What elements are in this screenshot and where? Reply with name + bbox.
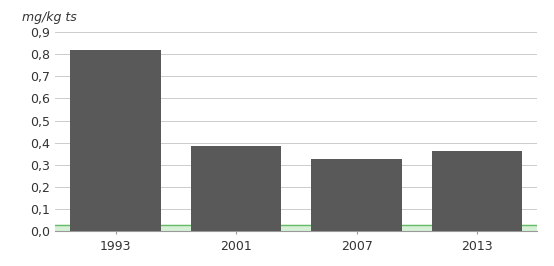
Text: mg/kg ts: mg/kg ts bbox=[22, 11, 76, 24]
Bar bbox=[70, 50, 161, 231]
Bar bbox=[191, 146, 281, 231]
Bar bbox=[311, 159, 402, 231]
Bar bbox=[432, 151, 522, 231]
Bar bbox=[55, 225, 537, 231]
